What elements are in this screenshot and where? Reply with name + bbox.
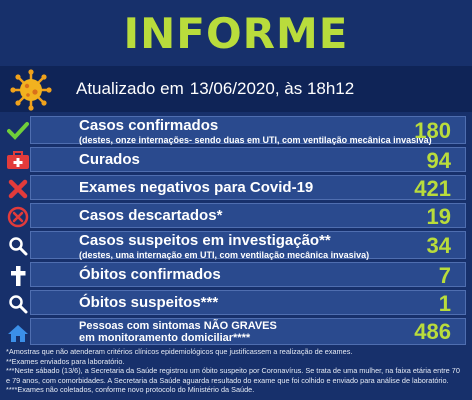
footnote: *Amostras que não atenderam critérios cl… [6,347,353,356]
cross-icon [1,263,35,288]
footnote: e 79 anos, com comorbidades. A Secretari… [6,375,449,385]
suspected-deaths-label: Óbitos suspeitos*** [79,294,219,311]
suspected-value: 34 [426,233,451,258]
home-icon [1,319,35,346]
home-monitoring-label: Pessoas com sintomas NÃO GRAVES em monito… [79,320,277,344]
row-negative: Exames negativos para Covid-19 421 [8,175,466,201]
footnotes: *Amostras que não atenderam critérios cl… [6,347,468,395]
cured-value: 94 [426,148,451,173]
medical-kit-icon [1,148,35,173]
confirmed-sublabel: (destes, onze internações- sendo duas em… [79,135,432,145]
row-cured: Curados 94 [7,147,466,173]
magnifier-icon [1,232,35,260]
deaths-label: Óbitos confirmados [79,266,221,283]
magnifier-icon [1,291,35,316]
suspected-sublabel: (destes, uma internação em UTI, com vent… [79,250,370,260]
deaths-value: 7 [438,263,451,288]
virus-icon [10,69,52,111]
update-band [0,66,472,112]
row-confirmed: Casos confirmados (destes, onze internaçõ… [7,116,466,145]
row-discarded: Casos descartados* 19 [7,203,466,229]
check-icon [1,117,35,145]
footnote: ****Exames não coletados, conforme novo … [6,385,255,395]
suspected-label: Casos suspeitos em investigação** (destes… [79,232,370,260]
negative-label: Exames negativos para Covid-19 [79,179,314,196]
discarded-label: Casos descartados* [79,207,223,224]
cured-label: Curados [79,151,140,168]
discarded-value: 19 [426,204,451,229]
confirmed-label: Casos confirmados (destes, onze internaçõ… [79,117,432,145]
circle-x-icon [1,204,35,229]
row-suspected: Casos suspeitos em investigação** (destes… [9,231,466,260]
x-icon [1,176,35,201]
confirmed-value: 180 [414,118,451,143]
update-timestamp: Atualizado em 13/06/2020, às 18h12 [76,79,355,98]
row-suspected-deaths: Óbitos suspeitos*** 1 [9,290,466,316]
footnote: **Exames enviados para laboratório. [6,356,125,366]
footnote: ***Neste sábado (13/6), a Secretaria da … [6,366,460,376]
row-deaths: Óbitos confirmados 7 [11,262,466,288]
row-home-monitoring: Pessoas com sintomas NÃO GRAVES em monito… [8,318,466,345]
home-monitoring-value: 486 [414,319,451,344]
negative-value: 421 [414,176,451,201]
suspected-deaths-value: 1 [438,291,451,316]
